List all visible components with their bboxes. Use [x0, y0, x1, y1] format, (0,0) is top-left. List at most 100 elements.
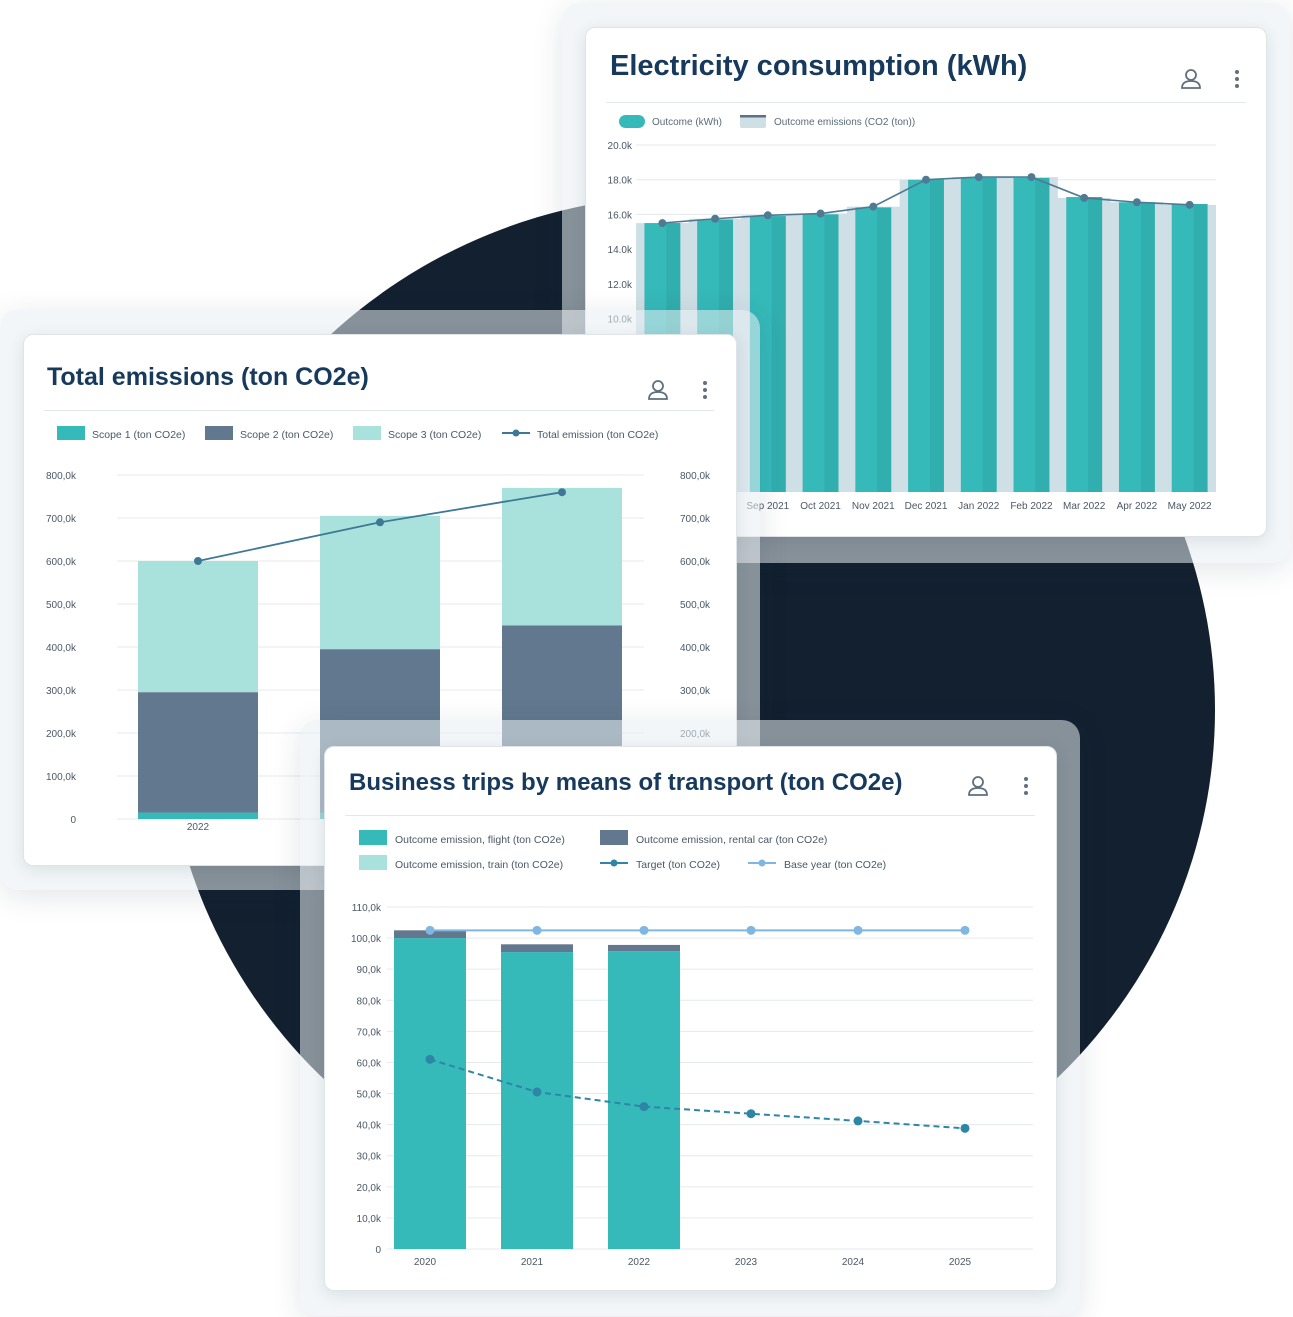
target-point: [746, 1109, 756, 1119]
base-year-point: [639, 925, 649, 935]
x-tick-label: 2022: [187, 822, 210, 833]
outcome-bar-shade: [771, 216, 786, 492]
emissions-point: [763, 211, 772, 220]
outcome-bar-shade: [1140, 202, 1155, 492]
y-tick-label: 500,0k: [46, 600, 77, 611]
stacked-bar-segment: [320, 515, 440, 650]
emissions-point: [816, 209, 825, 218]
legend-swatch: [359, 830, 387, 845]
legend-swatch: [57, 426, 85, 440]
emissions-point: [711, 214, 720, 223]
x-tick-label: Feb 2022: [1010, 501, 1053, 512]
legend-swatch-outcome: [619, 115, 645, 128]
user-icon[interactable]: [1178, 66, 1204, 92]
legend-swatch: [600, 830, 628, 845]
y-tick-label: 200,0k: [46, 729, 77, 740]
trips-header-divider: [345, 815, 1035, 816]
y-tick-label: 700,0k: [46, 514, 77, 525]
outcome-bar-shade: [877, 207, 892, 492]
base-year-point: [960, 925, 970, 935]
y-tick-label: 100,0k: [351, 934, 382, 945]
more-vertical-icon[interactable]: [1013, 773, 1039, 799]
electricity-title: Electricity consumption (kWh): [610, 50, 1028, 82]
outcome-bar-shade: [824, 214, 839, 492]
emissions-point: [1132, 198, 1141, 207]
y-tick-label: 800,0k: [46, 471, 77, 482]
x-tick-label: Dec 2021: [905, 501, 948, 512]
legend-swatch-dot: [512, 429, 520, 437]
x-tick-label: 2020: [414, 1257, 437, 1268]
base-year-point: [853, 925, 863, 935]
target-point: [532, 1087, 542, 1097]
legend-label: Scope 3 (ton CO2e): [388, 429, 481, 441]
total-emission-point: [376, 518, 384, 527]
y-tick-label: 600,0k: [46, 557, 77, 568]
electricity-chart: Outcome (kWh) Outcome emissions (CO2 (ton…: [608, 115, 1216, 512]
legend-swatch-emissions-line: [740, 115, 766, 118]
legend-swatch-dot: [610, 859, 618, 867]
x-tick-label: Jan 2022: [958, 501, 1000, 512]
y-tick-label: 16.0k: [608, 210, 633, 221]
business-trips-title: Business trips by means of transport (to…: [349, 769, 903, 796]
legend-label: Outcome emission, rental car (ton CO2e): [636, 834, 827, 846]
y-tick-label: 30,0k: [357, 1152, 382, 1163]
y-tick-label-right: 300,0k: [680, 686, 711, 697]
electricity-card: Electricity consumption (kWh) Outcome (k…: [585, 27, 1267, 537]
y-tick-label-right: 800,0k: [680, 471, 711, 482]
y-tick-label: 60,0k: [357, 1058, 382, 1069]
stacked-bar-segment: [138, 692, 258, 813]
stacked-bar-segment: [501, 944, 573, 953]
base-year-point: [425, 925, 435, 935]
y-tick-label: 40,0k: [357, 1121, 382, 1132]
y-tick-label: 70,0k: [357, 1027, 382, 1038]
legend-label: Base year (ton CO2e): [784, 859, 886, 871]
y-tick-label: 400,0k: [46, 643, 77, 654]
stacked-bar-segment: [501, 952, 573, 1249]
stacked-bar-segment: [394, 938, 466, 1249]
x-tick-label: Sep 2021: [746, 501, 789, 512]
y-tick-label: 20.0k: [608, 141, 633, 152]
total-emission-point: [558, 488, 566, 497]
outcome-bar-shade: [1088, 197, 1103, 493]
y-tick-label: 80,0k: [357, 996, 382, 1007]
stacked-bar-segment: [138, 561, 258, 693]
emissions-point: [974, 173, 983, 182]
x-tick-label: Apr 2022: [1117, 501, 1158, 512]
user-icon[interactable]: [645, 377, 671, 403]
y-tick-label: 18.0k: [608, 176, 633, 187]
y-tick-label: 0: [70, 815, 76, 826]
y-tick-label: 12.0k: [608, 280, 633, 291]
business-trips-card: Business trips by means of transport (to…: [324, 746, 1057, 1291]
more-vertical-icon[interactable]: [692, 377, 718, 403]
legend-label: Outcome emission, train (ton CO2e): [395, 859, 563, 871]
emissions-point: [1080, 193, 1089, 202]
y-tick-label: 0: [375, 1245, 381, 1256]
emissions-point: [1027, 173, 1036, 182]
outcome-bar-shade: [929, 179, 944, 492]
y-tick-label-right: 600,0k: [680, 557, 711, 568]
legend-label-outcome: Outcome (kWh): [652, 117, 722, 128]
legend-swatch: [353, 426, 381, 440]
total-emission-point: [194, 557, 202, 565]
y-tick-label-right: 500,0k: [680, 600, 711, 611]
total-header-divider: [44, 410, 714, 411]
legend-label: Outcome emission, flight (ton CO2e): [395, 834, 565, 846]
x-tick-label: 2025: [949, 1257, 972, 1268]
more-vertical-icon[interactable]: [1224, 66, 1250, 92]
stacked-bar-segment: [502, 487, 622, 626]
user-icon[interactable]: [965, 773, 991, 799]
legend-swatch-emissions: [740, 115, 766, 128]
x-tick-label: 2024: [842, 1257, 865, 1268]
x-tick-label: 2021: [521, 1257, 544, 1268]
total-emissions-title: Total emissions (ton CO2e): [47, 363, 369, 391]
electricity-header-divider: [606, 102, 1246, 103]
x-tick-label: May 2022: [1168, 501, 1212, 512]
y-tick-label: 50,0k: [357, 1090, 382, 1101]
stacked-bar-segment: [608, 944, 680, 952]
emissions-point: [869, 202, 878, 211]
legend-label: Scope 2 (ton CO2e): [240, 429, 333, 441]
y-tick-label: 20,0k: [357, 1183, 382, 1194]
legend-swatch-dot: [758, 859, 766, 867]
y-tick-label: 300,0k: [46, 686, 77, 697]
y-tick-label: 10,0k: [357, 1214, 382, 1225]
